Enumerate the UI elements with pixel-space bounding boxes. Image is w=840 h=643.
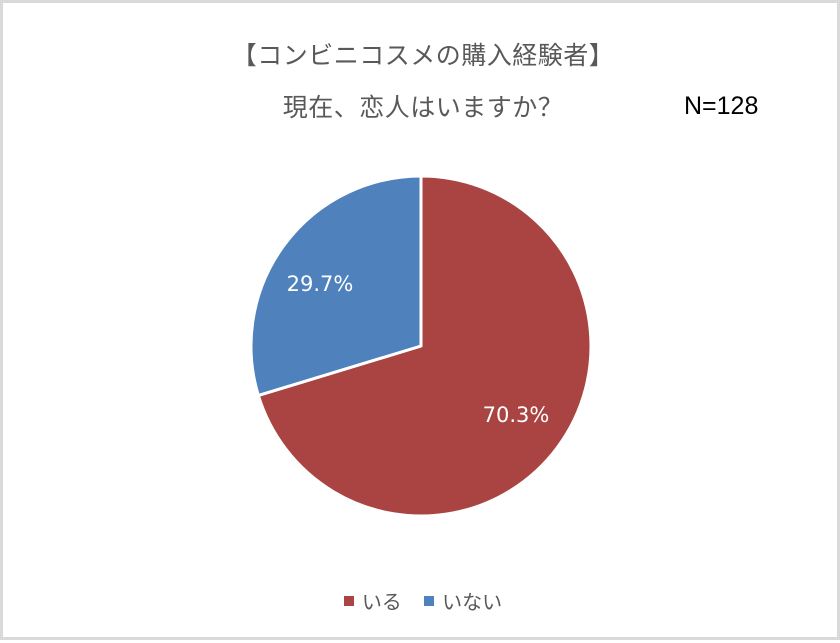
data-label-no: 29.7% xyxy=(287,272,354,296)
legend-label-no: いない xyxy=(442,590,503,614)
pie-slice-yes xyxy=(256,174,593,518)
legend-item-no: いない xyxy=(424,586,502,615)
sample-size-label: N=128 xyxy=(684,92,759,120)
chart-title-line-2: 現在、恋人はいますか？ xyxy=(282,93,564,122)
legend-swatch-no xyxy=(424,595,435,606)
pie-chart: 70.3% 29.7% xyxy=(249,174,593,518)
legend: いる いない xyxy=(3,586,840,615)
chart-title-line-1: 【コンビニコスメの購入経験者】 xyxy=(231,41,615,70)
pie-slice-no xyxy=(249,174,423,397)
data-label-yes: 70.3% xyxy=(483,403,550,427)
legend-item-yes: いる xyxy=(343,586,402,615)
legend-swatch-yes xyxy=(343,595,354,606)
legend-label-yes: いる xyxy=(361,590,402,614)
